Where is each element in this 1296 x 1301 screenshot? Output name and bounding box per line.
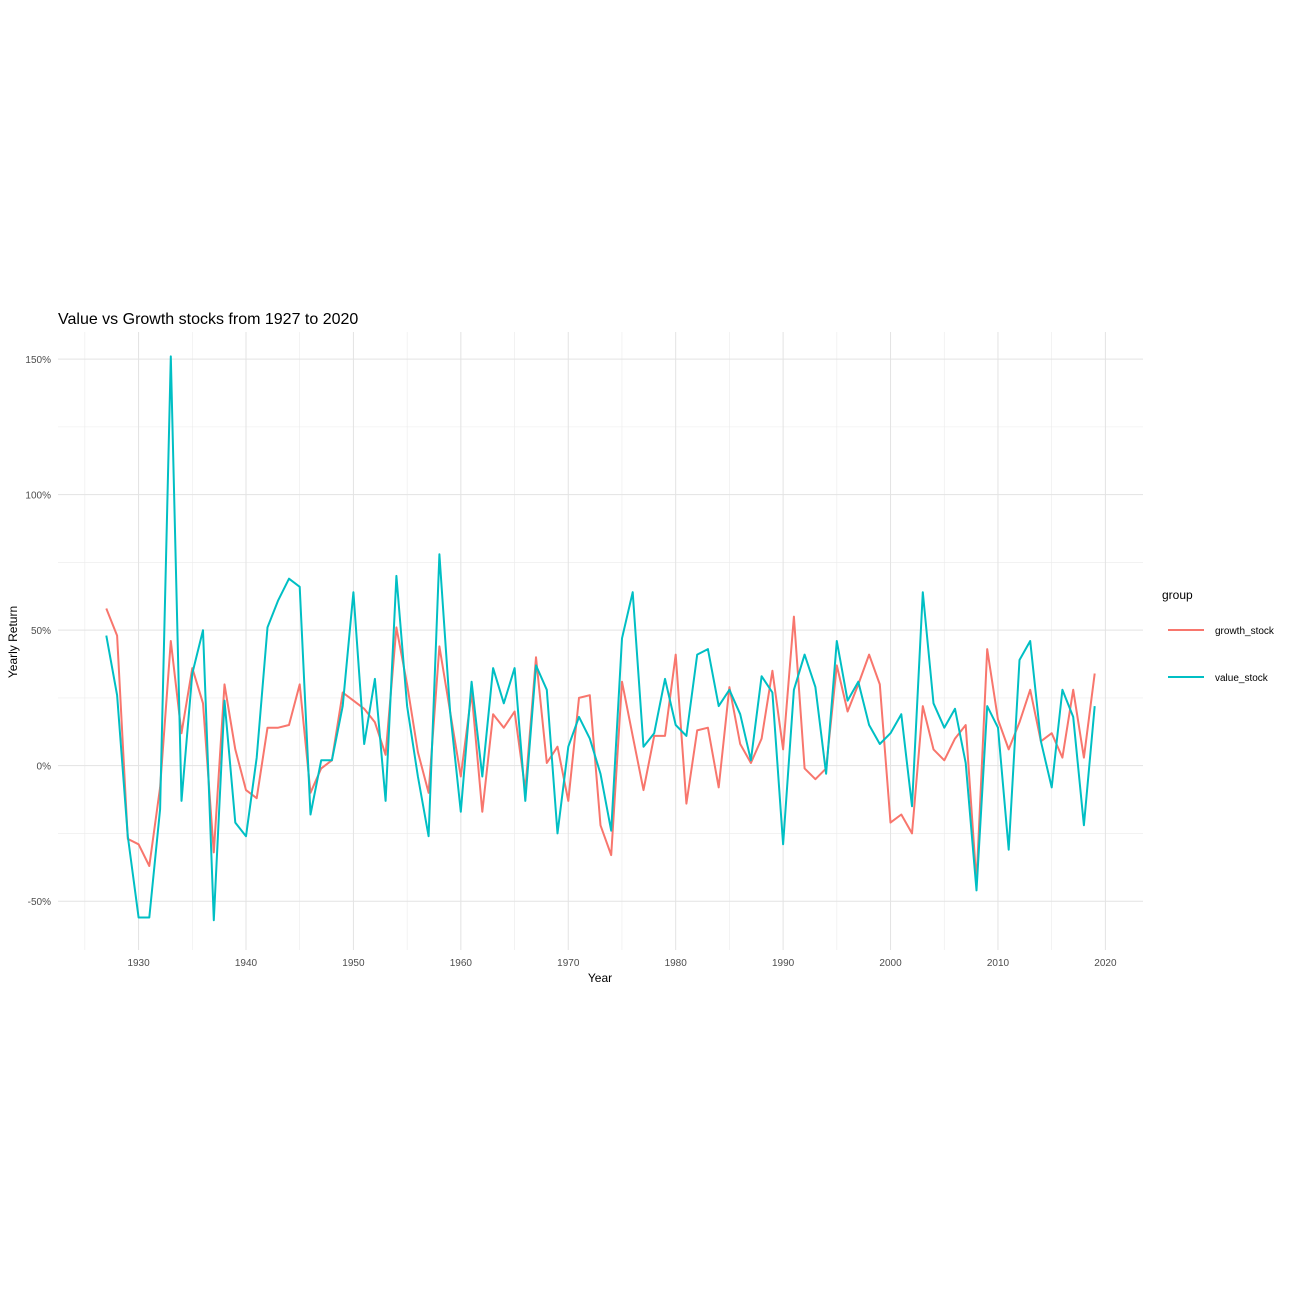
value_stock-legend-label: value_stock [1215, 673, 1269, 684]
x-tick-label: 1940 [235, 958, 258, 969]
series-lines [105, 355, 1096, 922]
x-tick-label: 2000 [879, 958, 902, 969]
legend-title: group [1162, 588, 1193, 602]
y-tick-label: 0% [37, 762, 52, 773]
x-tick-label: 1960 [450, 958, 473, 969]
growth_stock-line [105, 608, 1096, 884]
legend-items: growth_stock value_stock [1168, 626, 1275, 684]
x-tick-label: 2020 [1094, 958, 1117, 969]
x-axis-label: Year [588, 971, 612, 985]
x-tick-label: 1990 [772, 958, 795, 969]
value_stock-line [105, 355, 1096, 922]
y-tick-label: 100% [25, 491, 51, 502]
x-tick-label: 1930 [127, 958, 150, 969]
y-tick-label: 150% [25, 355, 51, 366]
x-tick-label: 1950 [342, 958, 365, 969]
legend: group growth_stock value_stock [1162, 588, 1275, 684]
x-axis-tick-labels: 1930 1940 1950 1960 1970 1980 1990 2000 2010 2020 [127, 958, 1117, 969]
y-tick-label: -50% [28, 897, 51, 908]
x-tick-label: 1980 [665, 958, 688, 969]
growth_stock-legend-label: growth_stock [1215, 626, 1275, 637]
x-tick-label: 2010 [987, 958, 1010, 969]
chart-title: Value vs Growth stocks from 1927 to 2020 [58, 311, 358, 328]
y-axis-label: Yearly Return [6, 606, 20, 678]
y-tick-label: 50% [31, 626, 51, 637]
y-axis-tick-labels: -50% 0% 50% 100% 150% [25, 355, 51, 908]
x-tick-label: 1970 [557, 958, 580, 969]
grid-lines [58, 332, 1143, 950]
